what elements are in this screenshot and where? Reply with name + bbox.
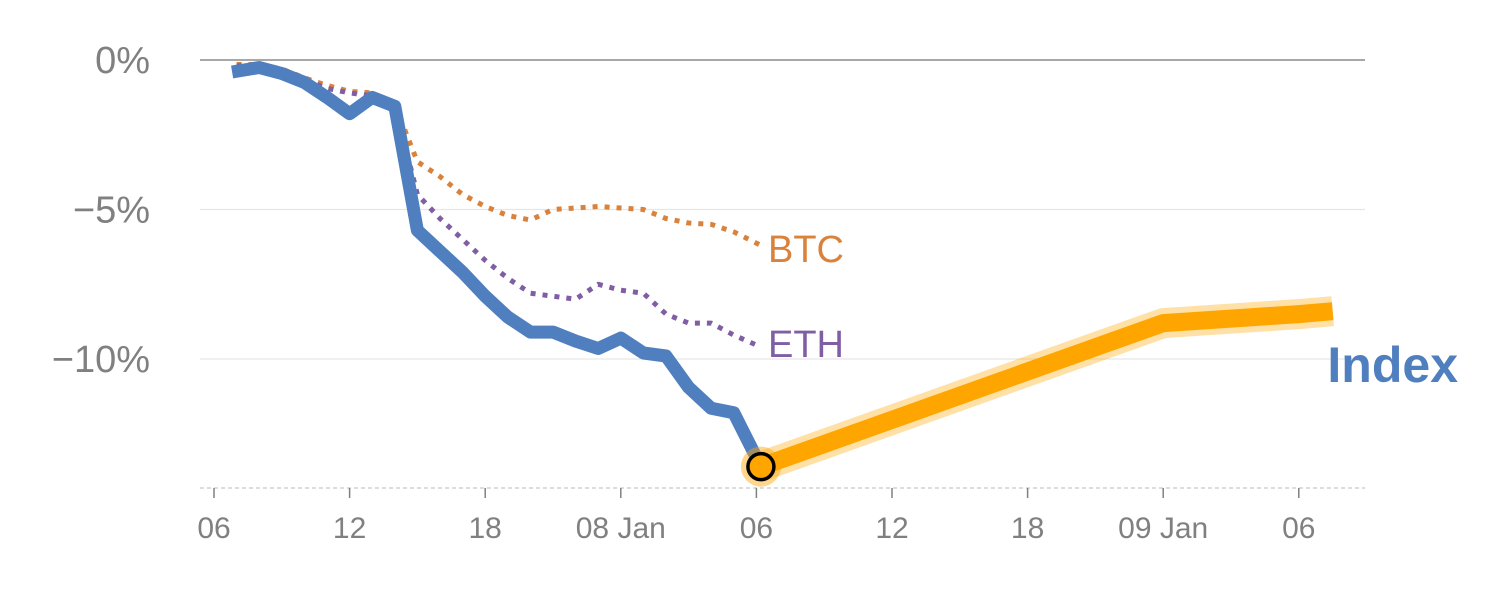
- series-label-eth: ETH: [768, 324, 844, 366]
- series-labels: BTC ETH Index: [768, 229, 1458, 393]
- markers: [740, 446, 781, 487]
- x-tick-label: 12: [333, 512, 366, 545]
- series-lines: [231, 61, 1334, 481]
- x-tick-label: 06: [1282, 512, 1315, 545]
- x-axis: 06 12 18 08 Jan 06 12 18 09 Jan 06: [197, 487, 1365, 545]
- x-tick-label: 06: [197, 512, 230, 545]
- y-tick-label: 0%: [95, 40, 150, 82]
- x-tick-label: 18: [469, 512, 502, 545]
- y-tick-label: −10%: [52, 339, 150, 381]
- series-label-index: Index: [1327, 337, 1458, 393]
- current-point-marker: [746, 451, 776, 482]
- x-tick-label: 12: [875, 512, 908, 545]
- x-tick-label: 18: [1011, 512, 1044, 545]
- x-tick-label: 09 Jan: [1118, 512, 1208, 545]
- x-tick-label: 08 Jan: [576, 512, 666, 545]
- x-tick-label: 06: [740, 512, 773, 545]
- grid: [200, 59, 1365, 360]
- series-line-index: [231, 61, 767, 470]
- y-tick-label: −5%: [73, 190, 150, 232]
- series-label-btc: BTC: [768, 229, 844, 271]
- y-axis-ticks: 0% −5% −10%: [52, 40, 150, 381]
- series-line-highlight: [757, 302, 1334, 476]
